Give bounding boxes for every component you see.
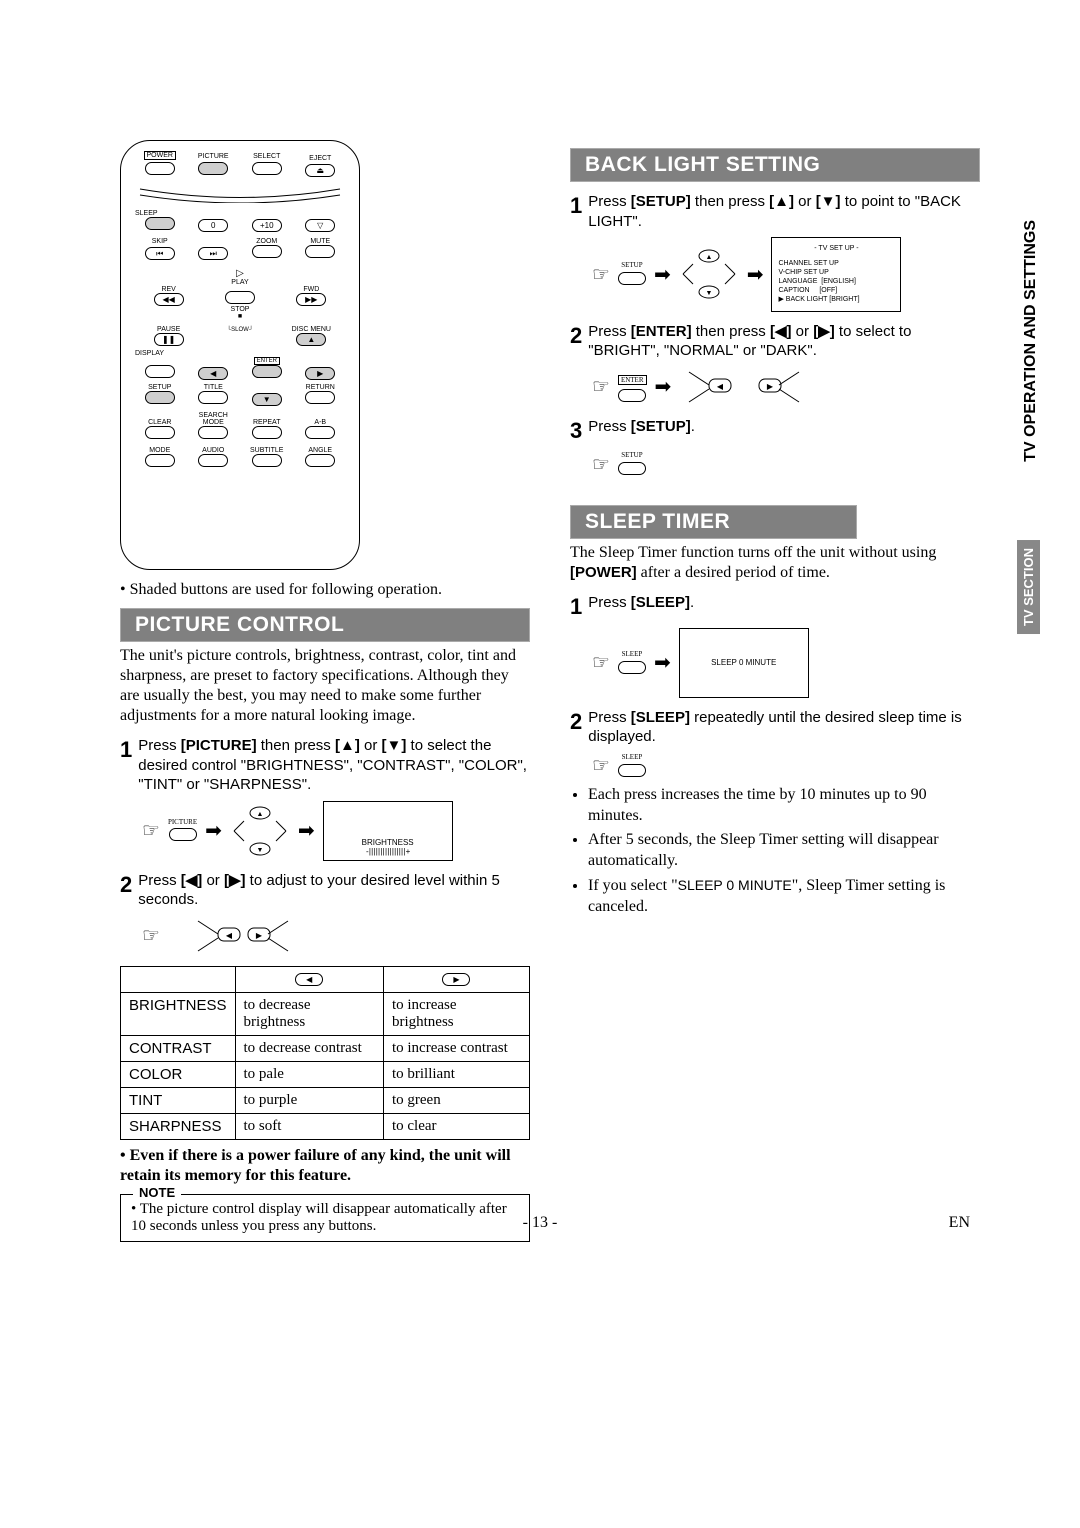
sleep-osd: SLEEP 0 MINUTE — [679, 628, 809, 698]
eject-label: EJECT — [309, 155, 331, 162]
tv-setup-osd: - TV SET UP - CHANNEL SET UP V-CHIP SET … — [771, 237, 901, 312]
svg-text:▲: ▲ — [705, 253, 712, 261]
svg-text:◀: ◀ — [226, 931, 233, 940]
shaded-caption: • Shaded buttons are used for following … — [120, 580, 530, 600]
sleep-timer-banner: SLEEP TIMER — [570, 505, 857, 539]
table-row: BRIGHTNESSto decrease brightnessto incre… — [121, 992, 530, 1035]
lang-marker: EN — [949, 1214, 970, 1232]
picture-diagram-1: ☞ PICTURE ➡ ▲ ▼ ➡ BRIG — [142, 801, 530, 861]
backlight-banner: BACK LIGHT SETTING — [570, 148, 980, 182]
adjustment-table: ◀ ▶ BRIGHTNESSto decrease brightnessto i… — [120, 966, 530, 1140]
picture-diagram-2: ☞ ◀ ▶ — [142, 916, 530, 956]
retain-note: Even if there is a power failure of any … — [120, 1147, 511, 1184]
list-item: If you select "SLEEP 0 MINUTE", Sleep Ti… — [588, 876, 980, 918]
side-tab-operation: TV OPERATION AND SETTINGS — [1022, 220, 1040, 462]
side-tab-section: TV SECTION — [1017, 540, 1040, 634]
sleep-label: SLEEP — [135, 210, 345, 217]
picture-step-1: 1 Press [PICTURE] then press [▲] or [▼] … — [120, 736, 530, 795]
sleep-step-1: 1 Press [SLEEP]. — [570, 593, 980, 622]
svg-text:▶: ▶ — [256, 931, 263, 940]
backlight-step-2: 2 Press [ENTER] then press [◀] or [▶] to… — [570, 322, 980, 361]
backlight-diagram-3: ☞ SETUP — [592, 451, 980, 477]
backlight-step-1: 1 Press [SETUP] then press [▲] or [▼] to… — [570, 192, 980, 231]
plus10-btn: +10 — [252, 219, 282, 232]
zero-btn: 0 — [198, 219, 228, 232]
picture-step-2: 2 Press [◀] or [▶] to adjust to your des… — [120, 871, 530, 910]
backlight-diagram-2: ☞ ENTER ➡ ◀ ▶ — [592, 367, 980, 407]
sleep-intro: The Sleep Timer function turns off the u… — [570, 543, 980, 583]
svg-text:▼: ▼ — [705, 289, 712, 297]
power-label: POWER — [144, 151, 176, 160]
select-label: SELECT — [253, 153, 280, 160]
table-row: SHARPNESSto softto clear — [121, 1113, 530, 1139]
svg-text:▼: ▼ — [256, 846, 263, 854]
svg-text:▶: ▶ — [767, 382, 774, 391]
picture-intro: The unit's picture controls, brightness,… — [120, 646, 530, 726]
page-number: - 13 - — [523, 1214, 558, 1231]
sleep-diagram-1: ☞ SLEEP ➡ SLEEP 0 MINUTE — [592, 628, 980, 698]
backlight-step-3: 3 Press [SETUP]. — [570, 417, 980, 446]
backlight-diagram-1: ☞ SETUP ➡ ▲ ▼ ➡ - TV S — [592, 237, 980, 312]
table-row: COLORto paleto brilliant — [121, 1061, 530, 1087]
list-item: Each press increases the time by 10 minu… — [588, 785, 980, 827]
svg-text:◀: ◀ — [717, 382, 724, 391]
table-row: CONTRASTto decrease contrastto increase … — [121, 1035, 530, 1061]
sleep-notes: Each press increases the time by 10 minu… — [570, 785, 980, 918]
sleep-step-2: 2 Press [SLEEP] repeatedly until the des… — [570, 708, 980, 747]
sleep-diagram-2: ☞ SLEEP — [592, 753, 980, 779]
picture-label: PICTURE — [198, 153, 229, 160]
table-row: TINTto purpleto green — [121, 1087, 530, 1113]
picture-control-banner: PICTURE CONTROL — [120, 608, 530, 642]
remote-diagram: POWER PICTURE SELECT EJECT⏏ SLEEP 0 +10 … — [120, 140, 360, 570]
list-item: After 5 seconds, the Sleep Timer setting… — [588, 830, 980, 872]
svg-text:▲: ▲ — [256, 810, 263, 818]
